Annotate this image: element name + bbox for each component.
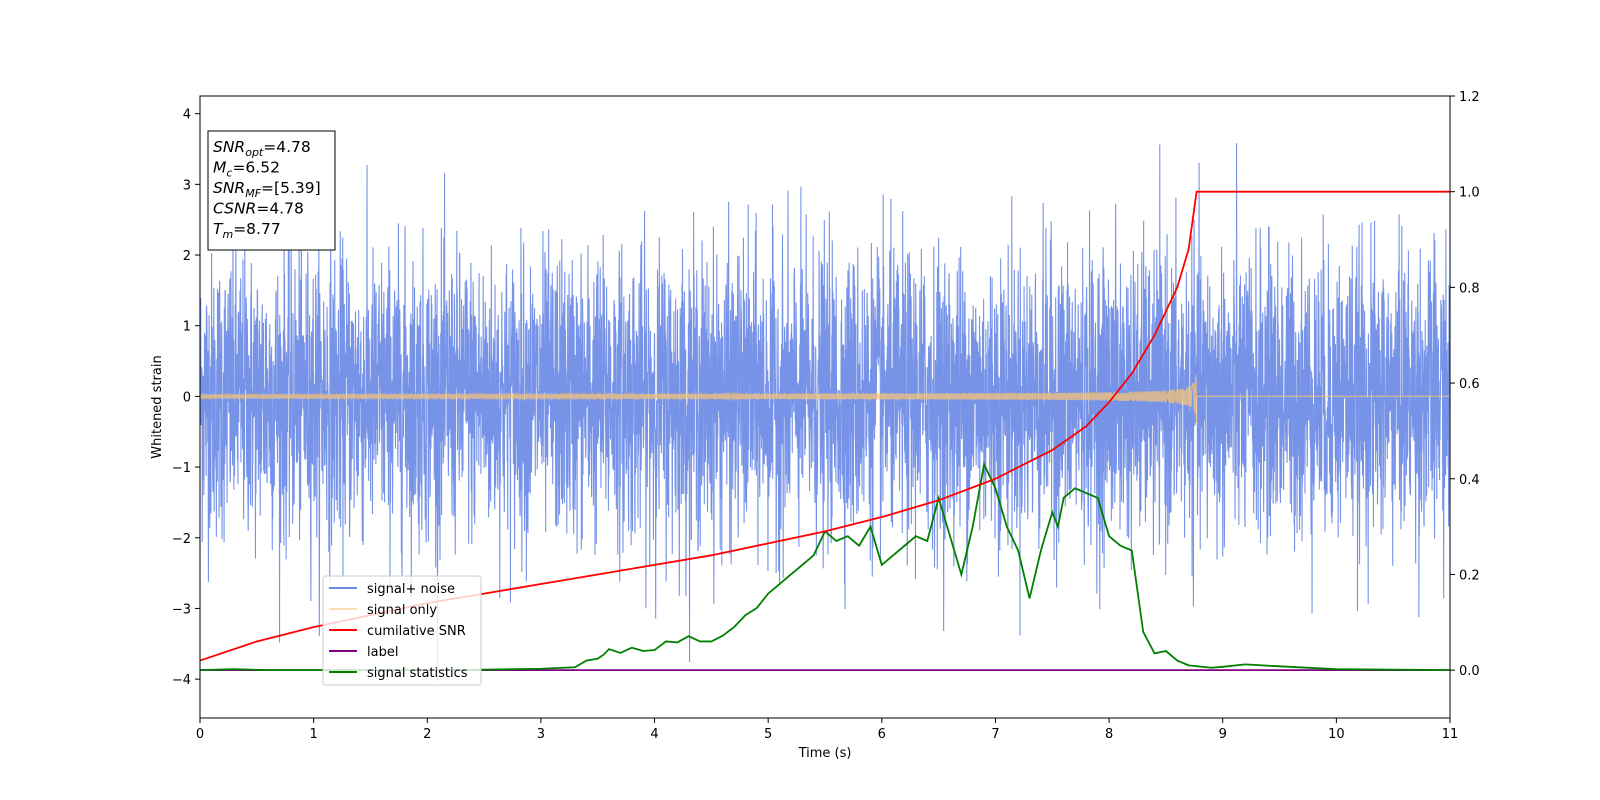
y-left-tick-label: −2 [172, 532, 191, 547]
legend-frame [322, 575, 482, 686]
y-right-tick-label: 1.2 [1459, 90, 1480, 105]
x-axis-label: Time (s) [798, 746, 852, 761]
annotation-line: Mc=6.52 [213, 159, 280, 180]
legend-label: label [367, 645, 398, 660]
x-axis-ticks: 0 1 2 3 4 5 6 7 8 9 10 11 [196, 718, 1458, 742]
signal-only-line [200, 374, 1450, 425]
y-left-tick-label: 4 [183, 108, 191, 123]
y-right-tick-label: 0.4 [1459, 473, 1480, 488]
x-tick-label: 4 [650, 727, 658, 742]
x-tick-label: 8 [1105, 727, 1113, 742]
annotation-frame [207, 130, 336, 251]
legend-label: signal only [367, 603, 437, 618]
plot-frame [199, 95, 1451, 719]
signal-statistics-line [200, 461, 1450, 672]
x-tick-label: 6 [878, 727, 886, 742]
y-right-tick-label: 0.6 [1459, 377, 1480, 392]
annotation-line: CSNR=4.78 [213, 200, 304, 218]
legend: signal+ noise signal only cumilative SNR la… [322, 575, 482, 686]
y-right-tick-label: 0.2 [1459, 568, 1480, 583]
x-tick-label: 7 [991, 727, 999, 742]
y-right-tick-label: 1.0 [1459, 186, 1480, 201]
y-left-tick-label: −1 [172, 461, 191, 476]
x-tick-label: 2 [423, 727, 431, 742]
signal-noise-line [200, 143, 1450, 681]
legend-label: signal+ noise [367, 582, 455, 597]
x-tick-label: 11 [1442, 727, 1459, 742]
y-axis-label: Whitened strain [150, 355, 165, 458]
y-right-tick-label: 0.8 [1459, 281, 1480, 296]
y-left-tick-label: 1 [183, 320, 191, 335]
x-tick-label: 9 [1219, 727, 1227, 742]
annotation-line: SNRopt=4.78 [213, 138, 311, 159]
y-left-tick-label: 3 [183, 178, 191, 193]
x-tick-label: 5 [764, 727, 772, 742]
y-left-tick-label: 2 [183, 249, 191, 264]
legend-label: cumilative SNR [367, 624, 466, 639]
x-tick-label: 3 [537, 727, 545, 742]
annotation-line: Tm=8.77 [213, 220, 281, 241]
legend-label: signal statistics [367, 666, 468, 681]
x-tick-label: 10 [1328, 727, 1345, 742]
x-tick-label: 1 [309, 727, 317, 742]
left-axis-ticks: 4 3 2 1 0 −1 −2 −3 −4 [172, 108, 200, 688]
right-axis-ticks: 1.2 1.0 0.8 0.6 0.4 0.2 0.0 [1450, 90, 1480, 679]
signal-only-series [200, 374, 1450, 425]
y-left-tick-label: −3 [172, 602, 191, 617]
y-left-tick-label: −4 [172, 673, 191, 688]
y-right-tick-label: 0.0 [1459, 664, 1480, 679]
annotation-line: SNRMF=[5.39] [213, 179, 321, 200]
signal-noise-series [200, 143, 1450, 681]
x-tick-label: 0 [196, 727, 204, 742]
y-left-tick-label: 0 [183, 390, 191, 405]
